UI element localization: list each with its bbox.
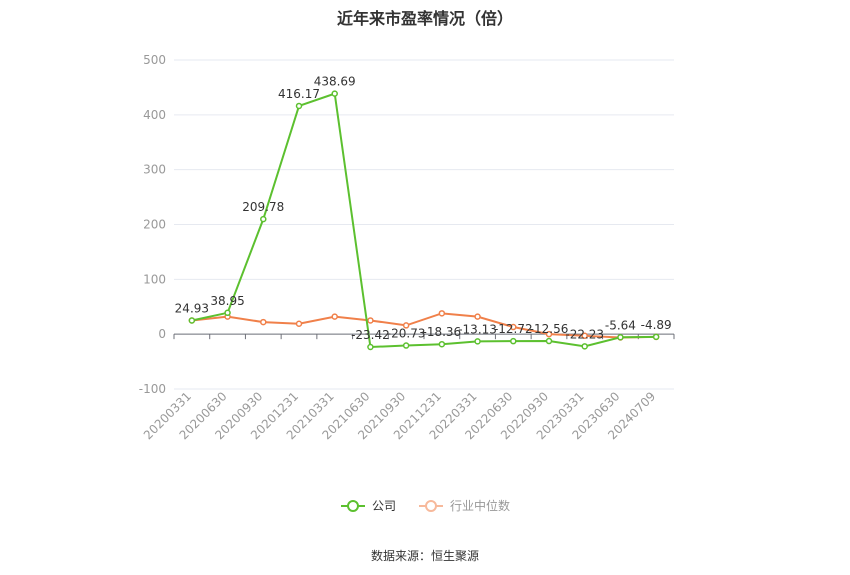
company-point xyxy=(652,333,660,341)
company-point xyxy=(617,334,624,341)
company-point xyxy=(295,102,303,110)
industry-point xyxy=(474,313,481,320)
company-point xyxy=(581,343,588,350)
industry-point xyxy=(367,317,374,324)
company-point xyxy=(331,90,338,97)
y-tick-label: 300 xyxy=(143,163,166,177)
company-data-label: -18.36 xyxy=(423,325,462,339)
y-tick-label: 500 xyxy=(143,53,166,67)
company-point xyxy=(260,215,267,223)
y-tick-label: 400 xyxy=(143,108,166,122)
industry-point xyxy=(510,323,517,331)
company-point xyxy=(510,337,517,345)
legend-item-industry[interactable]: 行业中位数 xyxy=(418,497,510,514)
legend-industry-label: 行业中位数 xyxy=(450,499,511,513)
company-data-label: 38.95 xyxy=(210,294,244,308)
company-point xyxy=(224,309,231,317)
industry-point xyxy=(260,318,267,326)
industry-point xyxy=(295,320,303,327)
y-tick-label: 100 xyxy=(143,272,166,286)
company-data-label: -12.56 xyxy=(530,322,569,336)
company-line xyxy=(191,92,657,349)
legend-company-symbol xyxy=(340,499,365,512)
company-data-label: -20.73 xyxy=(387,327,426,341)
company-data-label: 24.93 xyxy=(175,301,209,315)
company-data-label: 438.69 xyxy=(314,75,356,89)
company-data-label: -13.13 xyxy=(458,322,497,336)
company-data-label: 416.17 xyxy=(278,87,320,101)
y-tick-label: -100 xyxy=(139,382,166,396)
company-data-label: -4.89 xyxy=(641,318,672,332)
company-point xyxy=(367,343,374,351)
legend-item-company[interactable]: 公司 xyxy=(340,497,396,514)
company-data-label: -23.42 xyxy=(351,328,390,342)
y-tick-label: 200 xyxy=(143,218,166,232)
industry-point xyxy=(331,313,338,320)
company-data-label: 209.78 xyxy=(242,200,284,214)
company-point xyxy=(188,317,196,324)
legend-industry-symbol xyxy=(419,499,443,512)
industry-point xyxy=(581,332,588,340)
industry-point xyxy=(545,330,553,338)
company-point xyxy=(402,342,410,349)
legend: 公司 行业中位数 xyxy=(0,497,850,514)
company-data-label: -12.72 xyxy=(494,322,533,336)
company-point xyxy=(545,337,553,345)
industry-point xyxy=(438,310,446,317)
chart-title: 近年来市盈率情况（倍） xyxy=(336,9,513,28)
company-point xyxy=(438,340,446,348)
company-data-label: -22.23 xyxy=(565,327,604,341)
legend-company-label: 公司 xyxy=(371,499,396,513)
y-tick-label: 0 xyxy=(158,327,166,341)
industry-point xyxy=(402,322,410,329)
company-data-label: -5.64 xyxy=(605,318,636,332)
line-chart: -100010020030040050020200331202006302020… xyxy=(139,53,675,442)
source-note: 数据来源：恒生聚源 xyxy=(370,549,479,563)
company-point xyxy=(474,338,481,345)
industry-line xyxy=(191,312,657,339)
